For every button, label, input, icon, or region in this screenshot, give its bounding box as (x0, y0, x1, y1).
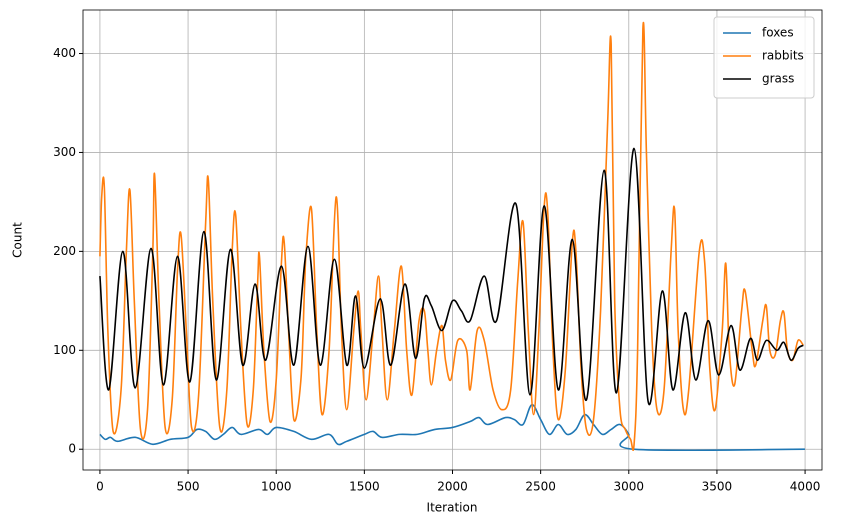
x-tick-label: 500 (177, 480, 200, 494)
plot-frame (82, 9, 823, 471)
legend-label: foxes (762, 26, 794, 40)
y-axis-label: Count (11, 222, 25, 258)
legend-label: grass (762, 72, 794, 86)
x-tick-label: 3000 (614, 480, 645, 494)
legend (713, 16, 815, 99)
line-series (99, 403, 805, 452)
line-series (99, 21, 804, 451)
y-tick-label: 300 (53, 145, 76, 159)
x-tick-label: 0 (96, 480, 104, 494)
x-axis-label: Iteration (427, 501, 478, 515)
x-tick-label: 1000 (261, 480, 292, 494)
x-tick-label: 2500 (525, 480, 556, 494)
x-tick-label: 4000 (790, 480, 821, 494)
legend-label: rabbits (762, 49, 804, 63)
x-tick-label: 1500 (349, 480, 380, 494)
x-tick-label: 2000 (437, 480, 468, 494)
y-tick-label: 0 (68, 442, 76, 456)
y-tick-label: 100 (53, 343, 76, 357)
x-tick-label: 3500 (702, 480, 733, 494)
y-tick-label: 400 (53, 46, 76, 60)
y-tick-label: 200 (53, 244, 76, 258)
line-series (99, 147, 804, 406)
